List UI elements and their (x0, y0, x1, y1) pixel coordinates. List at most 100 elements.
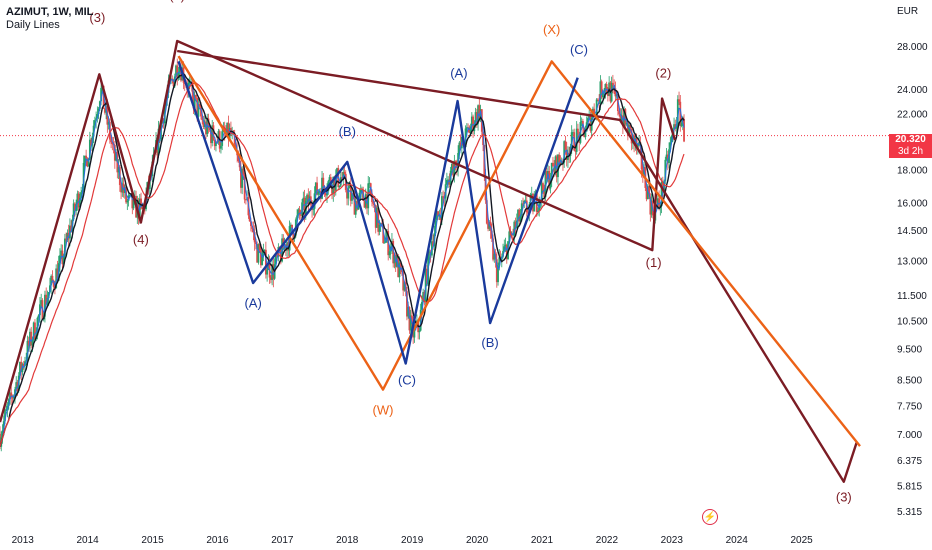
y-tick-label: 9.500 (897, 344, 922, 355)
candle-body (59, 255, 61, 264)
candle-body (140, 198, 142, 204)
y-tick-label: 13.000 (897, 257, 928, 268)
candle-body (299, 214, 302, 216)
candle-body (458, 142, 461, 154)
candle-body (388, 251, 391, 256)
wave-label: (3) (89, 10, 105, 25)
candle-body (243, 174, 246, 200)
candle-body (93, 120, 96, 126)
candle-body (386, 231, 388, 238)
candle-body (62, 255, 65, 265)
candle-body (356, 201, 358, 210)
candle-body (648, 186, 650, 197)
candle-body (346, 190, 348, 199)
candle-body (398, 262, 401, 278)
wave-label: (2) (655, 66, 671, 81)
candle-body (226, 122, 229, 134)
candle-body (261, 254, 264, 266)
candle-body (538, 200, 541, 211)
candle-body (92, 125, 95, 137)
candle-body (15, 382, 18, 390)
candle-body (537, 210, 539, 212)
candle-body (514, 221, 517, 228)
candle-body (201, 116, 204, 121)
candle-body (624, 109, 627, 125)
currency-label: EUR (897, 6, 919, 17)
candle-body (2, 421, 5, 431)
candle-body (196, 97, 199, 117)
candle-body (513, 221, 516, 236)
candle-body (258, 244, 261, 251)
candle-body (354, 201, 357, 215)
candle-body (77, 193, 80, 208)
candle-body (37, 315, 40, 318)
symbol-title[interactable]: AZIMUT, 1W, MIL (6, 6, 94, 18)
x-tick-label: 2013 (12, 535, 35, 546)
candle-body (645, 187, 648, 200)
candle-body (206, 118, 209, 135)
candle-body (73, 203, 76, 211)
candle-body (618, 111, 621, 115)
candle-body (31, 339, 34, 346)
candle-body (570, 132, 573, 147)
candle-body (472, 116, 474, 132)
candle-body (120, 185, 122, 193)
candle-body (474, 112, 477, 126)
candle-body (629, 124, 632, 129)
y-tick-label: 24.000 (897, 85, 928, 96)
candle-body (10, 392, 13, 398)
candle-body (550, 162, 553, 181)
candle-body (374, 204, 377, 228)
candle-body (600, 81, 603, 98)
last-price-badge: 20.320 3d 2h (889, 134, 932, 158)
candle-body (257, 244, 260, 263)
x-tick-label: 2021 (531, 535, 554, 546)
candle-body (50, 275, 53, 286)
candle-body (626, 123, 629, 136)
candle-body (428, 251, 431, 253)
candle-body (447, 179, 450, 181)
candle-body (469, 126, 472, 134)
candle-body (455, 167, 458, 169)
candle-body (87, 158, 90, 167)
candle-body (220, 145, 222, 149)
candle-body (111, 142, 114, 145)
candle-body (625, 123, 628, 125)
indicator-label[interactable]: Daily Lines (6, 19, 60, 31)
candle-body (115, 152, 117, 161)
candle-body (110, 139, 112, 143)
candle-body (408, 307, 411, 331)
x-tick-label: 2022 (596, 535, 619, 546)
candle-body (296, 215, 298, 220)
candle-body (584, 131, 587, 138)
candle-body (508, 231, 511, 242)
wave-label: (A) (244, 295, 261, 310)
y-tick-label: 10.500 (897, 316, 928, 327)
candle-body (281, 238, 284, 262)
chart-legend: AZIMUT, 1W, MIL Daily Lines (6, 6, 93, 32)
candle-body (61, 250, 64, 265)
candle-body (597, 99, 599, 101)
candle-body (328, 177, 331, 182)
candle-body (411, 315, 413, 323)
candle-body (127, 195, 130, 201)
candle-body (51, 275, 54, 282)
y-tick-label: 28.000 (897, 42, 928, 53)
candle-body (173, 76, 176, 87)
candle-body (660, 181, 663, 207)
candle-body (292, 231, 295, 239)
candle-body (30, 331, 33, 346)
candle-body (649, 196, 652, 215)
candle-body (113, 144, 116, 161)
candle-body (107, 121, 110, 125)
wave-label: (W) (372, 403, 393, 418)
y-tick-label: 7.750 (897, 401, 922, 412)
candle-body (274, 254, 277, 265)
candle-body (497, 265, 499, 283)
candle-body (419, 309, 422, 331)
candle-body (49, 285, 51, 293)
candle-body (64, 238, 66, 256)
lightning-icon[interactable]: ⚡ (702, 509, 718, 525)
candle-body (371, 193, 373, 203)
